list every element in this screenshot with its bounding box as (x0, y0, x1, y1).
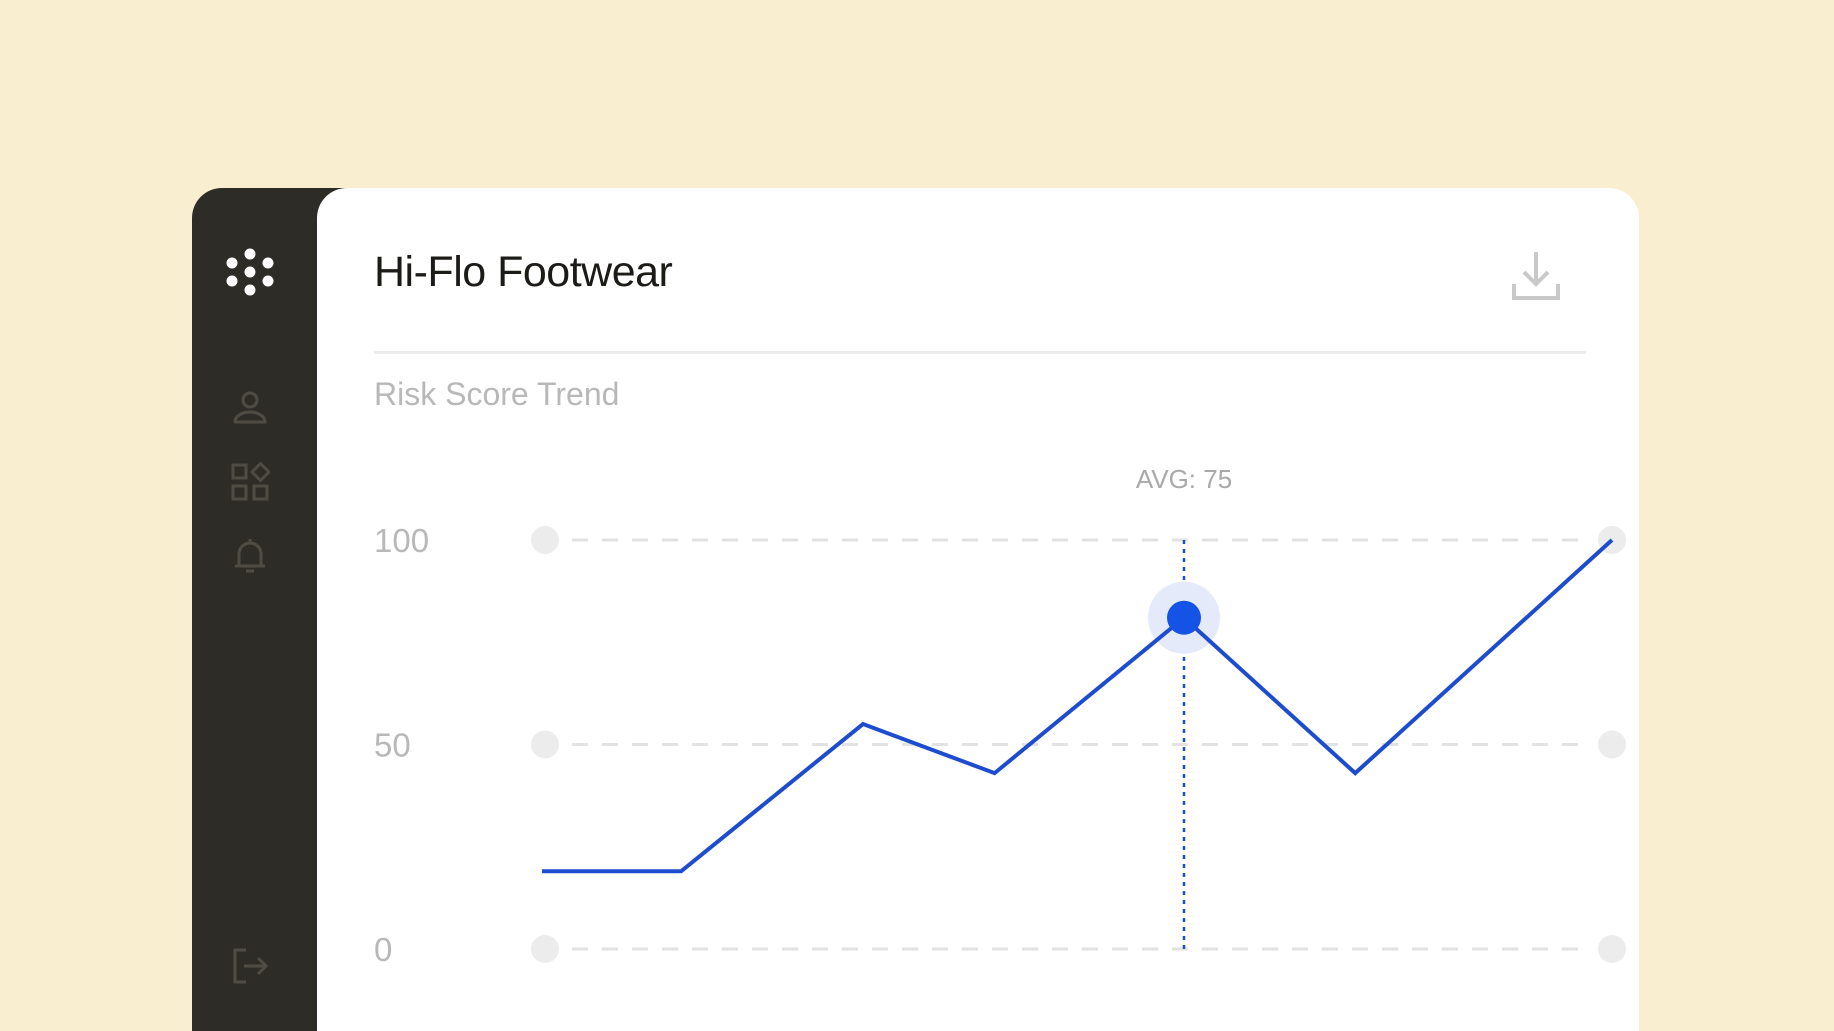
app-logo-icon[interactable] (224, 246, 276, 298)
avg-label: AVG: 75 (1136, 464, 1232, 494)
chart-title: Risk Score Trend (374, 376, 620, 412)
highlight-point[interactable] (1167, 600, 1201, 635)
risk-score-chart: 100 50 0 AVG: 75 (374, 464, 1626, 968)
main-panel: Hi-Flo Footwear Risk Score Trend 100 50 0 … (317, 188, 1639, 1031)
gridline-endpoint (531, 526, 559, 554)
y-tick-label: 0 (374, 931, 392, 968)
gridline-endpoint (1598, 730, 1626, 759)
y-tick-label: 100 (374, 522, 429, 559)
download-icon[interactable] (1511, 250, 1561, 302)
gridline-endpoint (531, 935, 559, 963)
app-window: Hi-Flo Footwear Risk Score Trend 100 50 0 … (192, 188, 1639, 1031)
apps-icon[interactable] (230, 461, 272, 502)
gridline-endpoint (1598, 935, 1626, 963)
gridline-endpoint (531, 730, 559, 759)
logout-icon[interactable] (230, 946, 270, 986)
y-tick-label: 50 (374, 727, 411, 764)
page-title: Hi-Flo Footwear (374, 248, 673, 296)
divider (374, 351, 1586, 354)
bell-icon[interactable] (230, 536, 270, 576)
user-icon[interactable] (230, 388, 270, 428)
series-line (542, 538, 1614, 874)
